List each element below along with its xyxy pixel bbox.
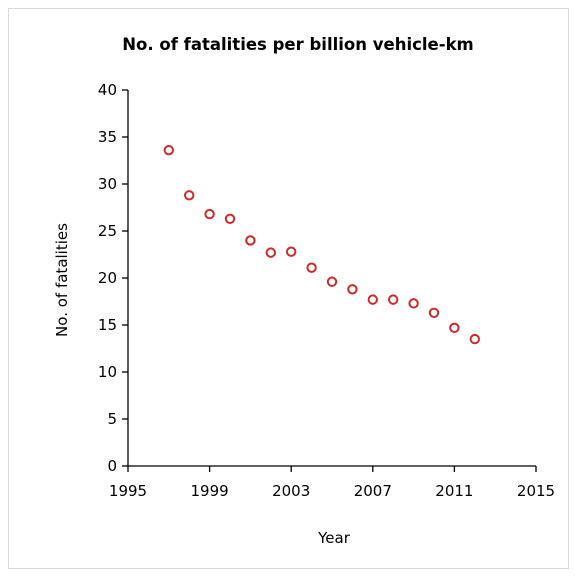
data-point	[184, 190, 195, 201]
y-tick-label: 5	[107, 410, 117, 428]
data-point	[408, 298, 419, 309]
chart-title: No. of fatalities per billion vehicle-km	[122, 35, 474, 54]
data-point	[367, 294, 378, 305]
x-axis-label: Year	[317, 529, 351, 547]
y-tick-label: 40	[98, 81, 117, 99]
x-tick-label: 2011	[435, 482, 473, 500]
data-point	[306, 262, 317, 273]
data-points	[163, 144, 480, 345]
x-tick-label: 2007	[354, 482, 392, 500]
x-axis-ticks: 1995 1999 2003 2007 2011 2015	[109, 466, 555, 500]
data-point	[224, 213, 236, 224]
data-point	[245, 235, 256, 246]
y-tick-label: 30	[98, 175, 117, 193]
data-point	[469, 333, 480, 345]
y-tick-label: 15	[98, 316, 117, 334]
x-tick-label: 1999	[191, 482, 229, 500]
y-tick-label: 10	[98, 363, 117, 381]
data-point	[347, 284, 358, 295]
y-tick-label: 0	[107, 457, 117, 475]
data-point	[163, 144, 175, 156]
data-point	[388, 294, 399, 305]
data-point	[449, 322, 460, 334]
x-tick-label: 1995	[109, 482, 147, 500]
data-point	[204, 208, 215, 220]
chart-frame	[8, 8, 569, 569]
y-axis-label: No. of fatalities	[53, 223, 71, 337]
data-point	[428, 307, 440, 318]
y-tick-label: 25	[98, 222, 117, 240]
data-point	[326, 276, 338, 287]
data-point	[265, 247, 276, 258]
x-tick-label: 2003	[272, 482, 310, 500]
y-tick-label: 35	[98, 128, 117, 146]
y-tick-label: 20	[98, 269, 117, 287]
data-point	[286, 246, 297, 257]
x-tick-label: 2015	[517, 482, 555, 500]
y-axis-ticks: 0 5 10 15 20 25 30 35 40	[98, 81, 128, 475]
